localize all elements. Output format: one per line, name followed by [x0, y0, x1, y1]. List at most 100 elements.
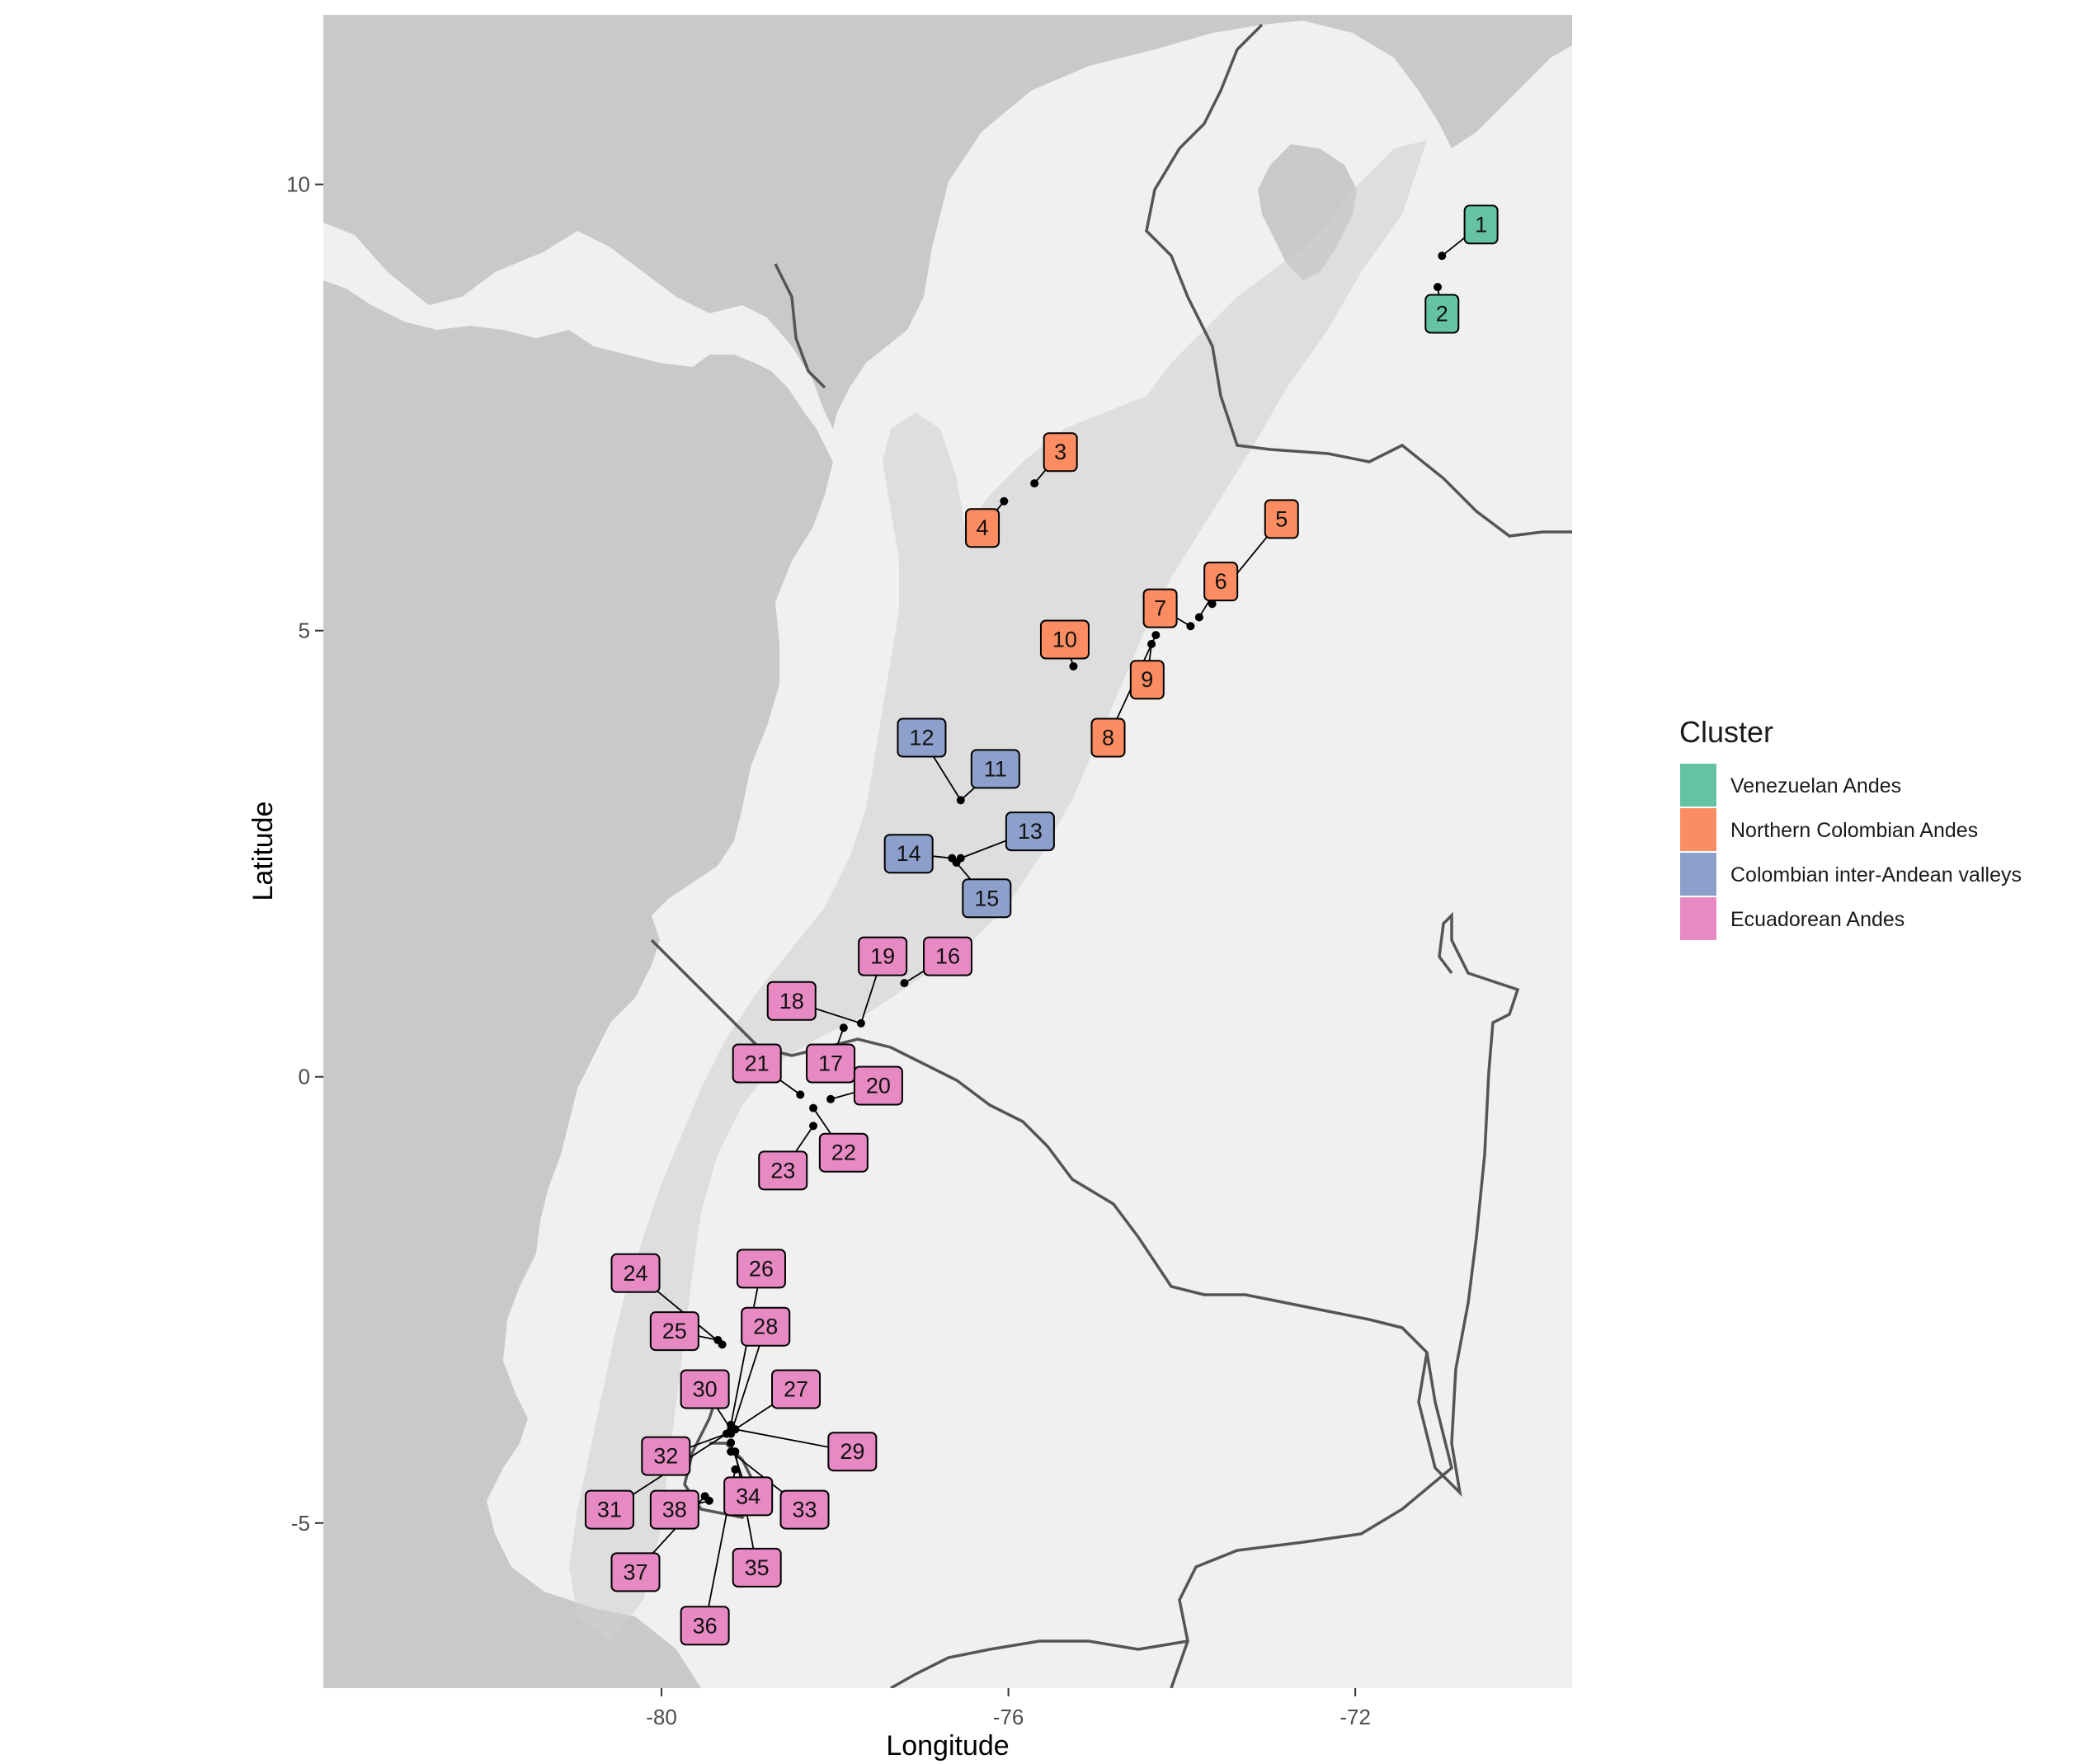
legend-item[interactable]: Ecuadorean Andes	[1678, 896, 1904, 942]
site-label-box	[649, 1311, 699, 1352]
site-label-box	[1039, 619, 1090, 660]
y-tick-label: -5	[291, 1511, 310, 1536]
legend-label: Colombian inter-Andean valleys	[1730, 863, 2022, 887]
site-label-10[interactable]: 10	[1039, 619, 1090, 660]
site-point-34	[727, 1438, 736, 1447]
site-label-text: 9	[1141, 667, 1153, 692]
site-label-text: 14	[897, 841, 921, 866]
site-label-15[interactable]: 15	[962, 878, 1012, 919]
country-borders	[650, 23, 1572, 1688]
site-label-box	[584, 1489, 634, 1530]
site-label-20[interactable]: 20	[853, 1065, 903, 1106]
site-label-19[interactable]: 19	[858, 936, 908, 976]
legend-item[interactable]: Colombian inter-Andean valleys	[1678, 851, 2022, 897]
site-label-29[interactable]: 29	[827, 1432, 878, 1472]
site-label-text: 4	[977, 515, 989, 540]
legend: Cluster Venezuelan Andes Northern Colombi…	[1678, 715, 2022, 942]
site-label-text: 13	[1018, 819, 1043, 844]
site-label-23[interactable]: 23	[758, 1150, 808, 1191]
site-point-1	[1438, 252, 1447, 261]
site-label-text: 37	[623, 1559, 647, 1584]
site-label-box	[897, 717, 947, 758]
site-label-25[interactable]: 25	[649, 1311, 699, 1352]
site-label-text: 20	[866, 1074, 891, 1098]
site-label-text: 10	[1052, 627, 1077, 652]
site-label-box	[723, 1476, 774, 1517]
site-label-5[interactable]: 5	[1264, 499, 1299, 539]
site-point-15	[952, 858, 961, 868]
site-label-27[interactable]: 27	[771, 1369, 822, 1409]
site-label-13[interactable]: 13	[1005, 811, 1055, 852]
site-label-28[interactable]: 28	[741, 1306, 791, 1347]
legend-item[interactable]: Northern Colombian Andes	[1678, 807, 1978, 853]
y-tick-label: 0	[299, 1065, 310, 1089]
site-label-3[interactable]: 3	[1043, 432, 1078, 473]
site-label-34[interactable]: 34	[723, 1476, 774, 1517]
site-label-16[interactable]: 16	[923, 936, 972, 976]
legend-swatch	[1678, 762, 1718, 808]
site-label-21[interactable]: 21	[732, 1043, 782, 1084]
site-label-text: 33	[792, 1498, 817, 1522]
site-label-2[interactable]: 2	[1424, 294, 1460, 334]
site-label-text: 19	[870, 944, 895, 969]
site-label-30[interactable]: 30	[680, 1369, 730, 1409]
site-point-35	[731, 1447, 740, 1456]
site-label-38[interactable]: 38	[649, 1489, 699, 1530]
site-label-26[interactable]: 26	[736, 1249, 786, 1289]
legend-item[interactable]: Venezuelan Andes	[1678, 762, 1901, 808]
site-label-31[interactable]: 31	[584, 1489, 634, 1530]
site-label-32[interactable]: 32	[641, 1436, 691, 1476]
site-label-box	[965, 508, 1000, 548]
site-label-9[interactable]: 9	[1129, 660, 1165, 700]
y-tick-label: 10	[286, 172, 310, 197]
site-label-12[interactable]: 12	[897, 717, 947, 758]
site-label-text: 7	[1154, 596, 1166, 621]
map-panel[interactable]	[323, 15, 1572, 1688]
site-label-box	[818, 1132, 869, 1173]
y-tick-label: 5	[299, 619, 310, 643]
site-label-box	[741, 1306, 791, 1347]
site-label-1[interactable]: 1	[1463, 205, 1499, 245]
site-label-box	[1005, 811, 1055, 852]
y-axis: 10 5 0 -5	[286, 172, 323, 1536]
site-point-10	[1069, 661, 1078, 670]
site-point-8	[1151, 631, 1161, 640]
site-label-7[interactable]: 7	[1142, 588, 1178, 628]
legend-label: Venezuelan Andes	[1730, 774, 1901, 797]
legend-title: Cluster	[1679, 715, 1773, 749]
site-label-4[interactable]: 4	[965, 508, 1000, 548]
site-label-36[interactable]: 36	[680, 1606, 730, 1646]
site-label-14[interactable]: 14	[883, 834, 934, 874]
site-label-37[interactable]: 37	[610, 1552, 661, 1592]
y-axis-title: Latitude	[247, 802, 279, 901]
site-label-22[interactable]: 22	[818, 1132, 869, 1173]
site-label-33[interactable]: 33	[779, 1489, 830, 1530]
site-label-6[interactable]: 6	[1203, 562, 1239, 602]
site-point-18	[856, 1018, 865, 1028]
site-label-18[interactable]: 18	[766, 981, 817, 1021]
site-label-8[interactable]: 8	[1090, 717, 1126, 758]
site-label-box	[853, 1065, 903, 1106]
site-label-35[interactable]: 35	[732, 1547, 782, 1588]
site-label-17[interactable]: 17	[806, 1043, 856, 1084]
site-label-text: 24	[623, 1261, 647, 1286]
site-point-31	[722, 1429, 731, 1438]
leader-line-26	[730, 1268, 762, 1425]
legend-label: Ecuadorean Andes	[1730, 908, 1904, 931]
site-label-text: 12	[909, 726, 934, 750]
site-point-9	[1147, 639, 1156, 648]
site-label-box	[970, 749, 1020, 789]
site-label-box	[610, 1552, 661, 1592]
site-label-box	[883, 834, 934, 874]
site-label-text: 8	[1102, 726, 1114, 750]
x-tick-label: -72	[1339, 1705, 1371, 1729]
site-label-text: 21	[745, 1051, 770, 1076]
site-label-box	[1090, 717, 1126, 758]
site-label-box	[1142, 588, 1178, 628]
x-axis-title: Longitude	[886, 1730, 1009, 1762]
site-label-box	[1264, 499, 1299, 539]
site-label-24[interactable]: 24	[610, 1253, 661, 1293]
site-label-11[interactable]: 11	[970, 749, 1020, 789]
site-point-25	[713, 1335, 723, 1344]
